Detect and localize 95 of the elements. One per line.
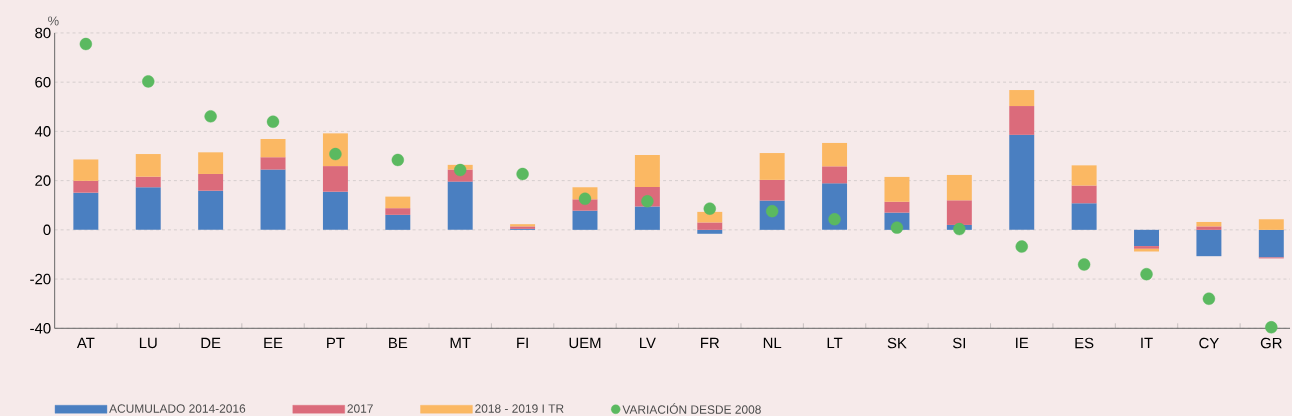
legend-label: 2017	[347, 404, 373, 413]
point	[578, 192, 592, 205]
bar	[322, 191, 348, 230]
y-tick-label: -20	[30, 273, 51, 285]
x-tick-label: SK	[887, 337, 907, 349]
point	[391, 153, 404, 167]
x-tick-label: SI	[952, 337, 966, 349]
bar	[135, 153, 161, 177]
point	[1265, 321, 1278, 334]
bar	[1196, 229, 1222, 257]
bar	[1071, 165, 1097, 186]
bar	[260, 157, 286, 170]
x-tick-label: FR	[701, 337, 720, 349]
x-tick-label: AT	[76, 337, 95, 349]
y-tick-label: 40	[34, 126, 51, 137]
x-tick-label: BE	[389, 337, 408, 349]
point	[1015, 240, 1028, 253]
x-tick-label: NL	[763, 337, 782, 349]
bar	[1071, 185, 1097, 204]
point	[641, 195, 654, 208]
y-tick-label: 80	[35, 27, 51, 39]
point	[266, 115, 280, 128]
bar	[135, 176, 161, 188]
x-tick-label: LU	[139, 337, 157, 349]
point	[516, 167, 529, 181]
bar	[1009, 89, 1035, 106]
x-tick-label: DE	[201, 337, 221, 349]
point	[1077, 258, 1091, 271]
bar	[634, 154, 660, 187]
bar	[385, 208, 411, 215]
bar	[135, 187, 161, 230]
y-tick-label: 20	[35, 175, 51, 186]
legend-label: VARIACIÓN DESDE 2008	[622, 403, 761, 414]
y-axis-title: %	[48, 16, 59, 26]
y-tick-label: -40	[30, 322, 51, 334]
bar	[697, 229, 723, 234]
bar	[385, 214, 411, 230]
point	[828, 213, 841, 226]
bar	[884, 176, 910, 202]
bar	[759, 179, 785, 201]
point	[890, 221, 904, 234]
point	[204, 110, 217, 123]
bar	[198, 152, 224, 174]
bar	[822, 166, 848, 184]
bar	[884, 201, 910, 213]
bar	[634, 206, 660, 230]
bar	[759, 153, 785, 180]
bar	[946, 174, 972, 201]
bar	[260, 169, 286, 230]
x-tick-label: EE	[264, 337, 283, 349]
point	[79, 37, 93, 51]
bar	[73, 180, 99, 193]
point	[1202, 292, 1216, 305]
x-tick-label: UEM	[569, 337, 601, 349]
bar	[1196, 221, 1222, 227]
bar	[1134, 229, 1159, 247]
bar	[1196, 226, 1222, 230]
bar	[1071, 203, 1097, 230]
bar	[1009, 105, 1035, 135]
x-tick-label: MT	[450, 337, 471, 349]
point	[329, 147, 342, 161]
bar	[1009, 134, 1035, 230]
bar	[260, 138, 286, 158]
x-tick-label: ES	[1075, 337, 1094, 349]
y-tick-label: 60	[35, 76, 51, 88]
point	[1140, 267, 1153, 281]
bar	[1258, 229, 1284, 258]
bar	[385, 196, 411, 209]
x-tick-label: LT	[827, 337, 843, 349]
bar	[447, 181, 473, 230]
x-tick-label: IT	[1141, 337, 1153, 349]
bar	[1258, 219, 1284, 230]
legend-label: 2018 - 2019 I TR	[475, 404, 564, 413]
bar	[822, 142, 848, 167]
bar	[572, 210, 598, 230]
y-tick-label: 0	[43, 224, 51, 236]
legend-label: ACUMULADO 2014-2016	[109, 404, 246, 413]
x-tick-label: IE	[1016, 337, 1029, 349]
x-tick-label: LV	[640, 337, 656, 349]
point	[454, 163, 467, 177]
bar	[198, 173, 224, 191]
point	[142, 75, 155, 88]
bar	[198, 190, 224, 230]
x-tick-label: CY	[1199, 337, 1219, 349]
bar	[73, 159, 99, 181]
bar	[73, 192, 99, 230]
x-tick-label: PT	[327, 337, 345, 349]
bar	[697, 222, 723, 230]
point	[703, 202, 716, 215]
point	[953, 222, 966, 236]
bar	[322, 166, 348, 192]
point	[765, 204, 779, 218]
x-tick-label: GR	[1260, 337, 1282, 349]
x-tick-label: FI	[517, 337, 528, 349]
bar	[946, 200, 972, 225]
